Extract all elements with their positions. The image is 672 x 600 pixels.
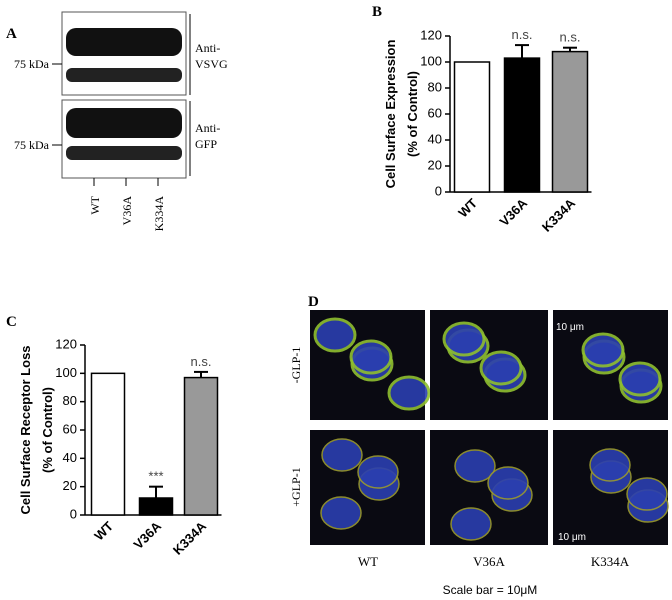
y-tick-label: 120 [420,27,442,42]
cell [581,332,625,368]
band [66,146,182,160]
column-label: K334A [591,554,630,569]
y-tick-label: 80 [63,393,77,408]
panel-label: D [308,294,319,310]
cell [479,350,523,386]
y-tick-label: 80 [428,79,442,94]
cell [487,466,529,500]
lane-label: K334A [152,196,166,232]
y-tick-label: 60 [428,105,442,120]
cell [442,321,486,357]
lane-label: WT [88,195,102,214]
x-tick-label: WT [91,518,116,543]
y-tick-label: 100 [420,53,442,68]
y-tick-label: 120 [55,336,77,351]
y-tick-label: 0 [70,506,77,521]
x-tick-label: K334A [170,518,210,558]
x-tick-label: V36A [497,195,531,229]
bar [503,57,541,193]
bar [183,376,219,516]
cell [357,455,399,489]
annotation: n.s. [512,27,533,42]
y-tick-label: 0 [435,183,442,198]
cell [626,477,668,511]
annotation: n.s. [191,354,212,369]
column-label: V36A [473,554,505,569]
x-tick-label: K334A [539,195,579,235]
y-tick-label: 60 [63,421,77,436]
panel-label: B [372,4,382,20]
antibody-label: VSVG [195,57,228,71]
scale-text: 10 μm [556,322,584,333]
marker-label: 75 kDa [14,138,50,152]
caption: Scale bar = 10μM [443,583,538,597]
scale-text: 10 μm [558,532,586,543]
y-tick-label: 40 [63,450,77,465]
antibody-label: Anti- [195,41,220,55]
y-tick-label: 40 [428,131,442,146]
cell [313,317,357,353]
annotation: *** [148,469,163,484]
cell [321,438,363,472]
y-tick-label: 20 [63,478,77,493]
annotation: n.s. [560,30,581,45]
panel-label: C [6,314,17,330]
band [66,28,182,56]
bar [90,372,126,516]
cell [618,361,662,397]
cell [450,507,492,541]
column-label: WT [358,554,378,569]
y-axis-label: (% of Control) [405,71,420,157]
lane-label: V36A [120,196,134,226]
x-tick-label: WT [455,195,480,220]
antibody-label: GFP [195,137,217,151]
bar [453,61,491,193]
cell [589,448,631,482]
antibody-label: Anti- [195,121,220,135]
y-axis-label: Cell Surface Expression [383,40,398,189]
cell [454,449,496,483]
row-label: -GLP-1 [289,347,303,384]
cell [349,339,393,375]
bar [138,497,174,516]
marker-label: 75 kDa [14,57,50,71]
y-axis-label: Cell Surface Receptor Loss [18,345,33,514]
y-axis-label: (% of Control) [40,387,55,473]
cell [387,375,431,411]
bar [551,50,589,193]
y-tick-label: 20 [428,157,442,172]
cell [320,496,362,530]
band [66,68,182,82]
row-label: +GLP-1 [289,467,303,506]
y-tick-label: 100 [55,365,77,380]
band [66,108,182,138]
x-tick-label: V36A [131,518,165,552]
panel-label: A [6,26,17,42]
